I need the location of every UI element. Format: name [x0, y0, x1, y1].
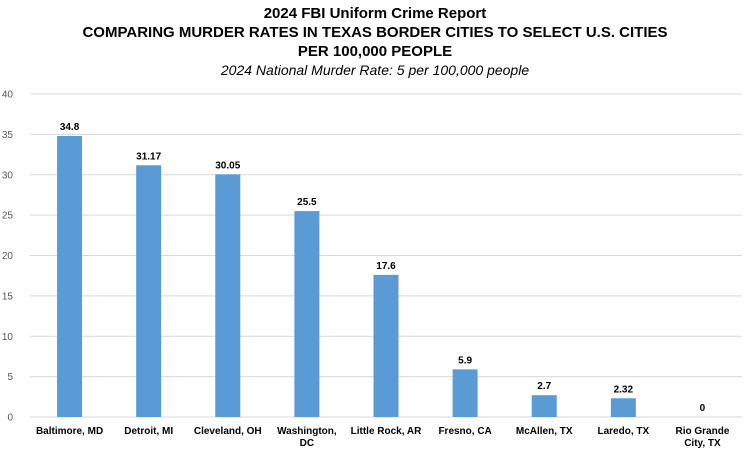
bar	[136, 165, 162, 417]
chart-title-line-3: PER 100,000 PEOPLE	[297, 43, 453, 60]
bars	[57, 135, 636, 418]
y-tick-label: 10	[2, 332, 14, 343]
chart-title-line-2: COMPARING MURDER RATES IN TEXAS BORDER C…	[82, 24, 668, 41]
category-label-line: McAllen, TX	[516, 426, 573, 437]
bar	[57, 135, 83, 418]
category-label: Rio Grande City, TX	[675, 426, 729, 449]
category-label: Laredo, TX	[597, 426, 649, 437]
data-label: 31.17	[136, 151, 161, 162]
category-label-line: Baltimore, MD	[36, 426, 103, 437]
bar	[531, 395, 557, 417]
data-label: 17.6	[376, 261, 396, 272]
bar	[373, 274, 399, 417]
category-label: McAllen, TX	[516, 426, 573, 437]
category-label-line: Rio Grande	[675, 426, 729, 437]
category-label: Detroit, MI	[124, 426, 173, 437]
category-label: Washington, DC	[277, 426, 337, 449]
category-labels: Baltimore, MD Detroit, MI Cleveland, OH Was…	[36, 426, 730, 449]
chart-titles: 2024 FBI Uniform Crime Report COMPARING …	[0, 4, 750, 79]
y-axis-ticks: 0 5 10 15 20 25 30 35 40	[2, 90, 14, 424]
category-label-line: Little Rock, AR	[351, 426, 423, 437]
category-label: Baltimore, MD	[36, 426, 103, 437]
chart-title-line-1: 2024 FBI Uniform Crime Report	[263, 5, 487, 22]
y-tick-label: 15	[2, 291, 14, 302]
data-label: 5.9	[458, 355, 472, 366]
y-tick-label: 40	[2, 90, 14, 101]
y-tick-label: 25	[2, 211, 14, 222]
data-label: 2.32	[614, 384, 634, 395]
data-label: 30.05	[215, 160, 240, 171]
y-tick-label: 5	[7, 372, 13, 383]
category-label-line: Washington,	[277, 426, 337, 437]
category-label: Cleveland, OH	[194, 426, 262, 437]
data-labels: 34.8 31.17 30.05 25.5 17.6 5.9 2.7 2.32 0	[60, 122, 706, 414]
data-label: 34.8	[60, 122, 80, 133]
category-label-line: City, TX	[684, 438, 721, 449]
category-label: Fresno, CA	[438, 426, 491, 437]
bar	[294, 211, 320, 417]
y-tick-label: 0	[7, 413, 13, 424]
bar	[215, 174, 241, 417]
y-tick-label: 20	[2, 251, 14, 262]
category-label-line: Cleveland, OH	[194, 426, 262, 437]
category-label-line: Detroit, MI	[124, 426, 173, 437]
category-label-line: Laredo, TX	[597, 426, 649, 437]
y-tick-label: 35	[2, 130, 14, 141]
data-label: 0	[700, 403, 706, 414]
category-label-line: DC	[300, 438, 314, 449]
bar	[610, 398, 636, 417]
y-tick-label: 30	[2, 170, 14, 181]
category-label-line: Fresno, CA	[438, 426, 491, 437]
bar	[452, 369, 478, 417]
category-label: Little Rock, AR	[351, 426, 423, 437]
data-label: 25.5	[297, 197, 317, 208]
chart-subtitle: 2024 National Murder Rate: 5 per 100,000…	[220, 62, 530, 78]
data-label: 2.7	[537, 381, 551, 392]
